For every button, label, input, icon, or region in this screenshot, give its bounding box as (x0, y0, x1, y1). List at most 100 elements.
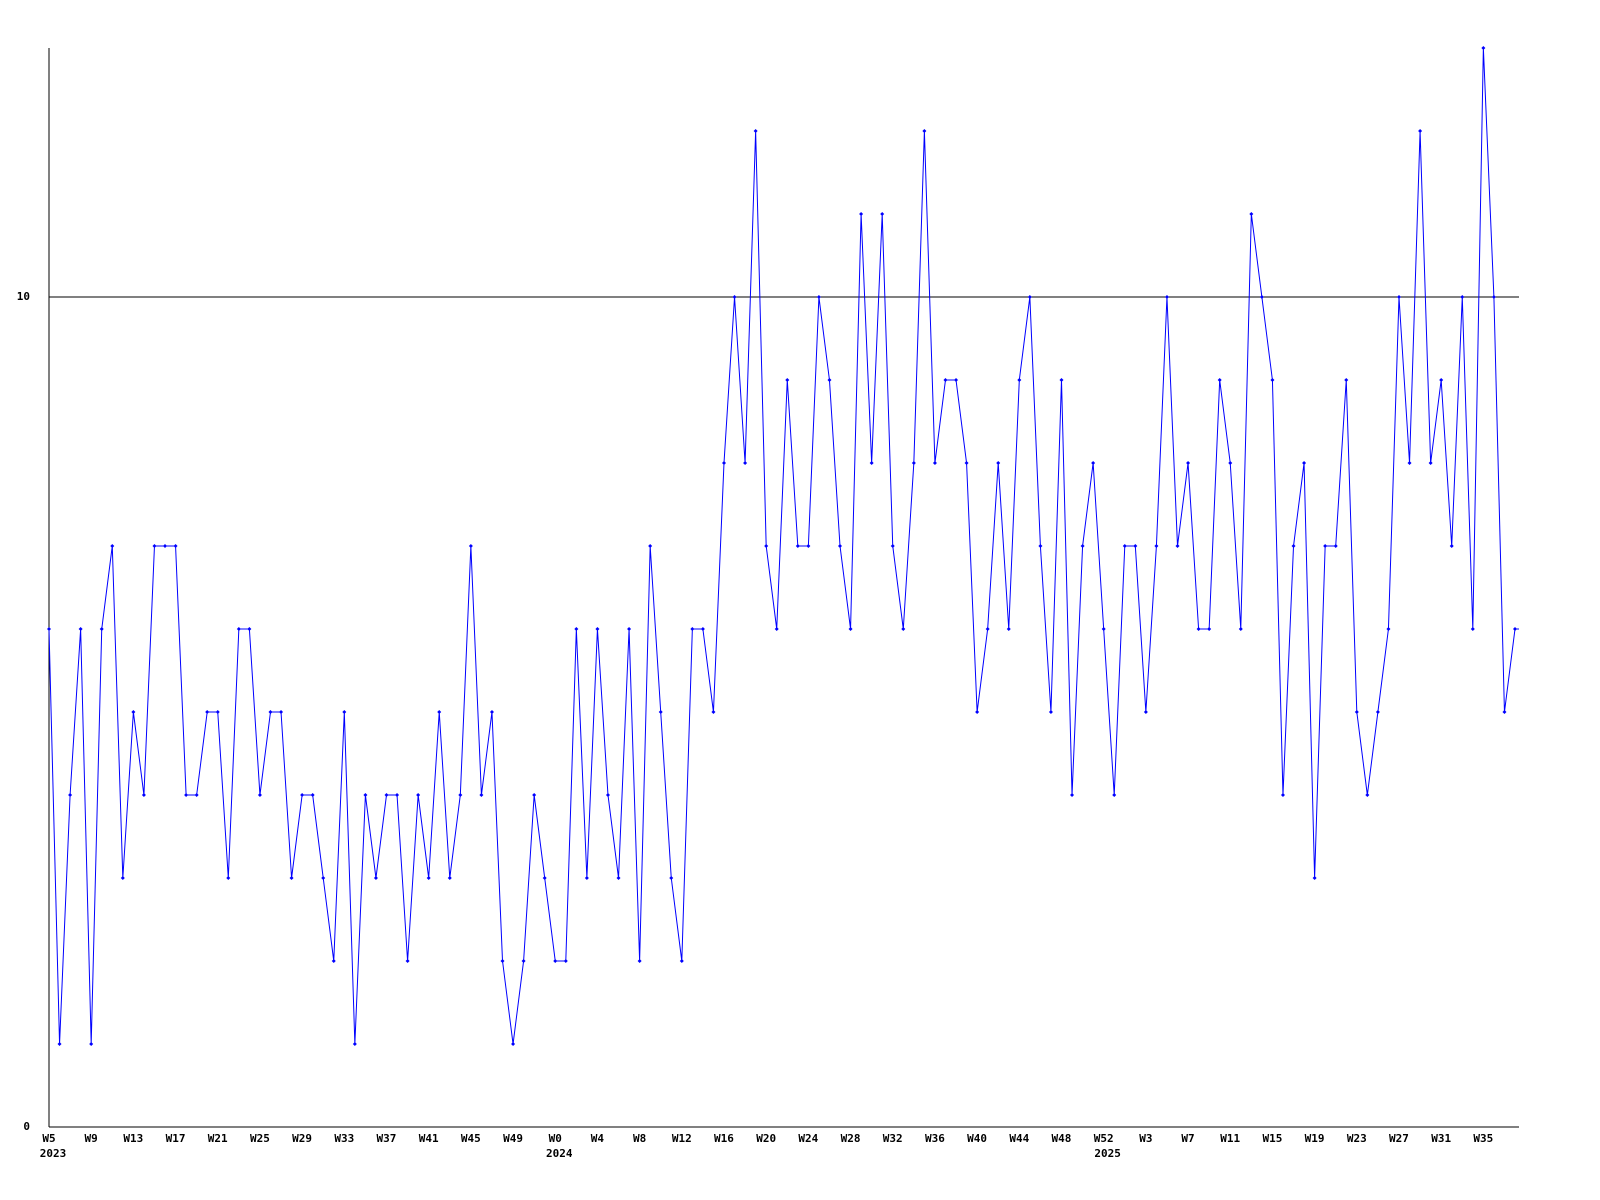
x-tick-label: W37 (377, 1132, 397, 1145)
data-point (753, 129, 758, 133)
data-point (1101, 627, 1106, 631)
data-point (1070, 793, 1075, 797)
data-point (816, 295, 821, 299)
x-tick-label: W19 (1305, 1132, 1325, 1145)
x-tick-label: W28 (841, 1132, 861, 1145)
data-point (1112, 793, 1117, 797)
data-point (1154, 544, 1159, 548)
data-point (1027, 295, 1032, 299)
data-point (1344, 378, 1349, 382)
x-tick-label: W20 (756, 1132, 776, 1145)
x-tick-label: W32 (883, 1132, 903, 1145)
data-point (268, 710, 273, 714)
data-point (985, 627, 990, 631)
data-point (658, 710, 663, 714)
data-point (247, 627, 252, 631)
data-point (416, 793, 421, 797)
data-point (911, 461, 916, 465)
data-point (373, 876, 378, 880)
x-tick-label: W41 (419, 1132, 439, 1145)
x-tick-label: W21 (208, 1132, 228, 1145)
data-point (648, 544, 653, 548)
data-point (1481, 46, 1486, 50)
data-point (542, 876, 547, 880)
data-point (1418, 129, 1423, 133)
data-point (1428, 461, 1433, 465)
data-point (690, 627, 695, 631)
data-point (1407, 461, 1412, 465)
data-point (194, 793, 199, 797)
data-point (1396, 295, 1401, 299)
data-point (300, 793, 305, 797)
data-point (1059, 378, 1064, 382)
data-point (711, 710, 716, 714)
data-point (447, 876, 452, 880)
data-point (964, 461, 969, 465)
data-point (405, 959, 410, 963)
data-point (1080, 544, 1085, 548)
x-tick-label: W9 (85, 1132, 98, 1145)
data-point (975, 710, 980, 714)
data-point (1323, 544, 1328, 548)
data-point (110, 544, 115, 548)
data-point (479, 793, 484, 797)
x-tick-label: W25 (250, 1132, 270, 1145)
x-tick-label: W15 (1262, 1132, 1282, 1145)
data-point (838, 544, 843, 548)
data-point (384, 793, 389, 797)
data-point (679, 959, 684, 963)
data-point (1460, 295, 1465, 299)
x-tick-label: W3 (1139, 1132, 1152, 1145)
data-point (279, 710, 284, 714)
data-point (321, 876, 326, 880)
x-tick-label: W23 (1347, 1132, 1367, 1145)
data-point (774, 627, 779, 631)
data-point (152, 544, 157, 548)
data-point (226, 876, 231, 880)
x-tick-label: W33 (334, 1132, 354, 1145)
data-point (1175, 544, 1180, 548)
data-point (1228, 461, 1233, 465)
data-point (1259, 295, 1264, 299)
data-point (785, 378, 790, 382)
data-point (1291, 544, 1296, 548)
data-point (574, 627, 579, 631)
data-point (743, 461, 748, 465)
data-point (289, 876, 294, 880)
data-point (215, 710, 220, 714)
data-point (1217, 378, 1222, 382)
x-tick-label: W13 (123, 1132, 143, 1145)
data-point (880, 212, 885, 216)
data-point (468, 544, 473, 548)
data-point (1312, 876, 1317, 880)
data-point (1449, 544, 1454, 548)
data-point (363, 793, 368, 797)
x-tick-label: W16 (714, 1132, 734, 1145)
x-group-label: 2024 (546, 1147, 573, 1160)
data-point (954, 378, 959, 382)
data-point (1333, 544, 1338, 548)
data-point (511, 1042, 516, 1046)
x-tick-label: W11 (1220, 1132, 1240, 1145)
data-point (1491, 295, 1496, 299)
data-point (1354, 710, 1359, 714)
data-point (99, 627, 104, 631)
data-point (78, 627, 83, 631)
data-point (57, 1042, 62, 1046)
x-group-label: 2025 (1094, 1147, 1121, 1160)
data-point (1280, 793, 1285, 797)
data-point (669, 876, 674, 880)
data-point (764, 544, 769, 548)
x-tick-label: W12 (672, 1132, 692, 1145)
x-tick-label: W52 (1094, 1132, 1114, 1145)
data-point (1439, 378, 1444, 382)
x-tick-label: W17 (166, 1132, 186, 1145)
data-point (795, 544, 800, 548)
x-tick-label: W31 (1431, 1132, 1451, 1145)
data-point (47, 627, 51, 631)
data-point (584, 876, 589, 880)
data-point (563, 959, 568, 963)
data-point (89, 1042, 94, 1046)
data-point (163, 544, 168, 548)
data-point (700, 627, 705, 631)
